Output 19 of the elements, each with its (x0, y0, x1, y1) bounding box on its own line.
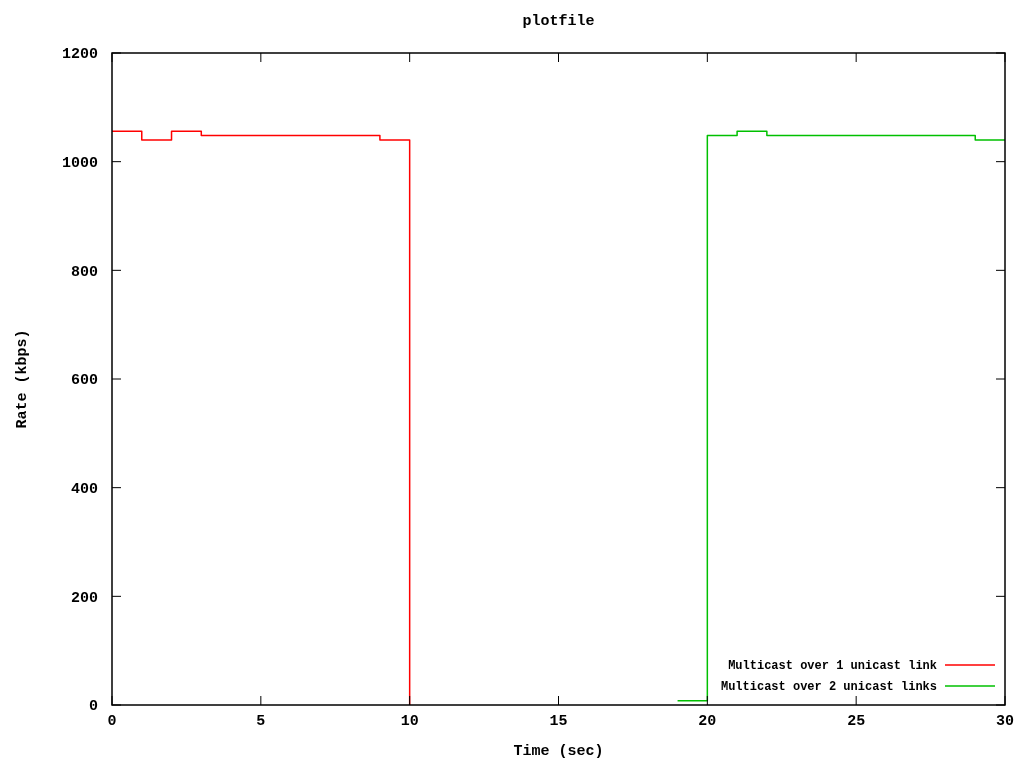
y-tick-label: 0 (88, 698, 98, 716)
y-axis-title: Rate (kbps) (14, 329, 31, 429)
y-tick-label: 400 (70, 480, 98, 498)
y-tick-label: 800 (70, 263, 98, 281)
x-tick-label: 15 (549, 713, 568, 730)
legend-label: Multicast over 2 unicast links (720, 680, 937, 695)
x-axis-title: Time (sec) (513, 743, 604, 760)
x-tick-label: 25 (847, 713, 866, 730)
y-tick-label: 200 (70, 589, 98, 607)
x-tick-label: 10 (400, 713, 419, 730)
y-tick-label: 1000 (61, 154, 98, 172)
legend-label: Multicast over 1 unicast link (728, 659, 937, 674)
x-tick-label: 5 (256, 713, 266, 730)
x-tick-label: 20 (698, 713, 717, 730)
y-tick-label: 1200 (61, 46, 98, 64)
x-tick-label: 30 (995, 713, 1015, 730)
chart-title: plotfile (522, 13, 595, 30)
x-tick-label: 0 (107, 713, 117, 730)
y-tick-label: 600 (70, 372, 98, 390)
